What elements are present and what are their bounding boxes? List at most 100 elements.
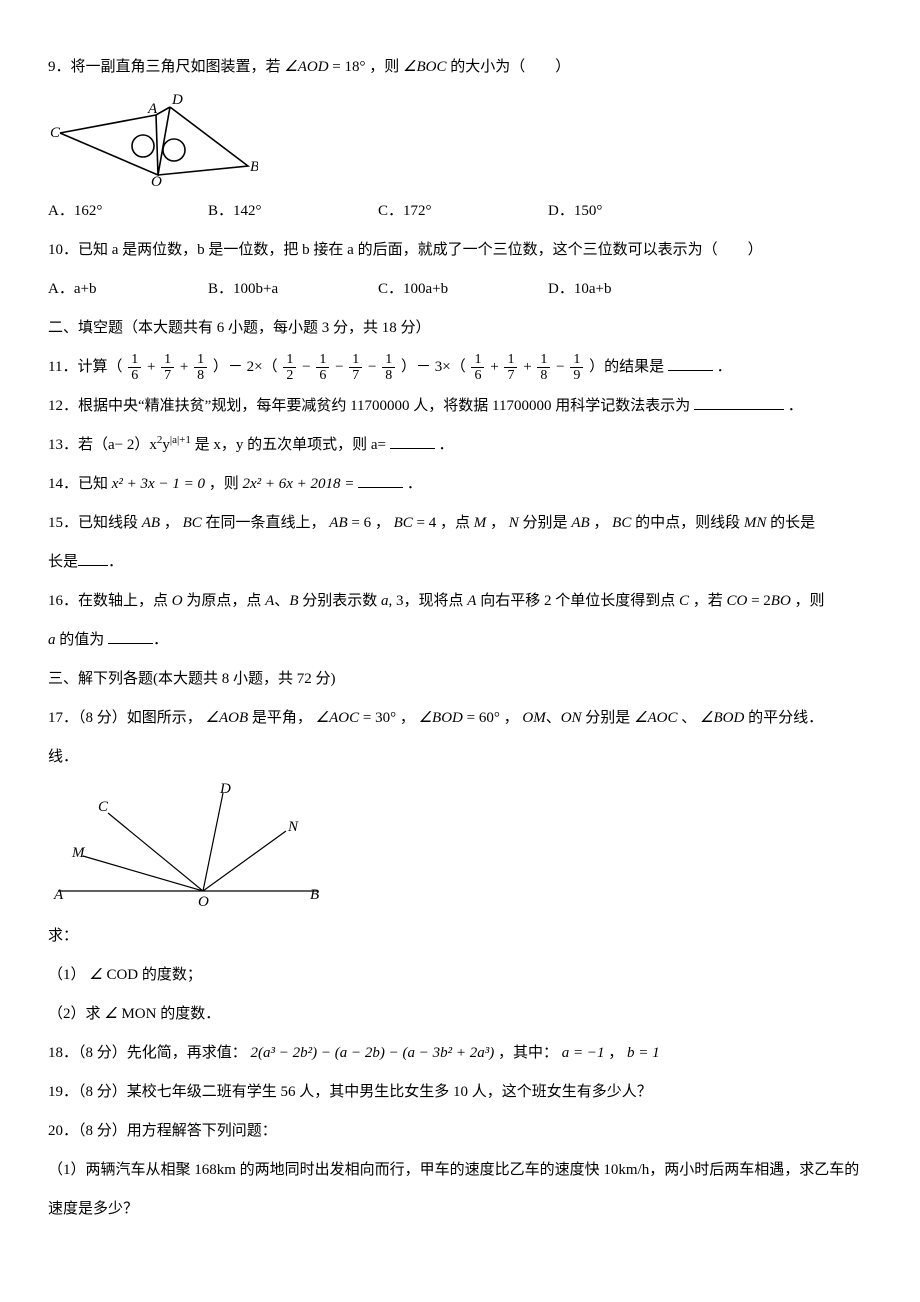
q13-a: 13．若（a− 2）x [48, 437, 157, 453]
q15-BC1: BC [183, 515, 202, 531]
q13-c: y [162, 437, 170, 453]
q17-p2b: MON 的度数． [121, 1006, 220, 1022]
q15-j: 的长是 [770, 515, 815, 531]
q17-p1b: COD 的度数； [106, 967, 201, 983]
q17-label-A: A [53, 887, 64, 903]
q9-text-1: 9．将一副直角三角尺如图装置，若 [48, 59, 281, 75]
q17-cont: 线． [48, 738, 872, 777]
q9-angle2-sym: ∠ [403, 59, 416, 75]
q11-f1-1: 17 [159, 352, 176, 384]
q11-pre: 11．计算（ [48, 359, 122, 375]
q15-M: M [474, 515, 487, 531]
q17-BOD: BOD [432, 710, 463, 726]
q15-blank [78, 550, 108, 566]
q16-O: O [172, 593, 183, 609]
q17-ang3: ∠ [419, 710, 432, 726]
q15-f: ， [490, 515, 505, 531]
q15-MN: MN [744, 515, 767, 531]
q9-label-O: O [151, 174, 162, 186]
q16-line2b: 的值为 [56, 632, 105, 648]
q11-dot: ． [717, 359, 732, 375]
q17-ang7: ∠ [104, 1006, 117, 1022]
q15-cont: 长是． [48, 543, 872, 582]
q11-op3-1: + [523, 359, 531, 375]
q9-text-2: ，则 [369, 59, 399, 75]
q11-mid2: ）－ 3×（ [401, 359, 466, 375]
q9-label-B: B [250, 159, 258, 175]
q9-angle1-name: AOD [298, 59, 329, 75]
q9-optD: D．150° [548, 192, 708, 231]
q10-optD: D．10a+b [548, 270, 708, 309]
q16-c: 、 [274, 593, 289, 609]
q11-f2-2: 17 [347, 352, 364, 384]
q17-AOB: AOB [219, 710, 248, 726]
q9-angle2-name: BOC [416, 59, 446, 75]
q14-b: ，则 [209, 476, 239, 492]
q13-dot: ． [439, 437, 454, 453]
q10-optA: A．a+b [48, 270, 208, 309]
q15-h: ， [593, 515, 608, 531]
q11-f3-3: 19 [568, 352, 585, 384]
q10-options: A．a+b B．100b+a C．100a+b D．10a+b [48, 270, 872, 309]
q9-figure: C A D O B [48, 91, 872, 186]
q11-f3-2: 18 [535, 352, 552, 384]
q16-dot: ． [153, 632, 168, 648]
q18-b: ，其中： [498, 1045, 558, 1061]
q20-head: 20．（8 分）用方程解答下列问题： [48, 1112, 872, 1151]
q10-optC: C．100a+b [378, 270, 548, 309]
q15-AB3: AB [571, 515, 589, 531]
q16-eq: = 2 [747, 593, 770, 609]
q11-f2-1: 16 [314, 352, 331, 384]
section2-heading: 二、填空题（本大题共有 6 小题，每小题 3 分，共 18 分） [48, 309, 872, 348]
q11-op3-2: − [556, 359, 564, 375]
q15-N: N [509, 515, 519, 531]
q15-BC3: BC [612, 515, 631, 531]
q15-dot: ． [108, 554, 123, 570]
q18-c: ， [608, 1045, 623, 1061]
q11-op2-0: − [302, 359, 310, 375]
q17-ang4: ∠ [634, 710, 647, 726]
q18-a: 18．（8 分）先化简，再求值： [48, 1045, 247, 1061]
q9-label-D: D [171, 92, 183, 108]
q16-A: A [265, 593, 274, 609]
q11-op1-0: + [147, 359, 155, 375]
q9-optA: A．162° [48, 192, 208, 231]
q13-blank [390, 433, 435, 449]
q12-dot: ． [788, 398, 803, 414]
q17-c: ， [400, 710, 415, 726]
q16-d: 分别表示数 [302, 593, 381, 609]
q16-blank [108, 628, 153, 644]
q17-ang6: ∠ [89, 967, 102, 983]
q17-f: 分别是 [585, 710, 630, 726]
q17-label-N: N [287, 819, 299, 835]
q17-ang5: ∠ [700, 710, 713, 726]
q17-label-O: O [198, 894, 209, 910]
q16-CO: CO [726, 593, 747, 609]
q14-expr1: x² + 3x − 1 = 0 [112, 476, 205, 492]
q11-f2-3: 18 [380, 352, 397, 384]
q12-stem: 12．根据中央“精准扶贫”规划，每年要减贫约 11700000 人，将数据 11… [48, 387, 872, 426]
q17-label-M: M [71, 845, 86, 861]
q16-cont: a 的值为 ． [48, 621, 872, 660]
q17-part2: （2）求 ∠ MON 的度数． [48, 995, 872, 1034]
q11-post: ）的结果是 [589, 359, 664, 375]
q16-BO: BO [771, 593, 791, 609]
q9-text-3: 的大小为（ ） [450, 59, 570, 75]
q17-e: 、 [546, 710, 561, 726]
q9-options: A．162° B．142° C．172° D．150° [48, 192, 872, 231]
q17-label-D: D [219, 781, 231, 797]
q17-ang2: ∠ [316, 710, 329, 726]
q17-b: 是平角， [252, 710, 312, 726]
q10-optB: B．100b+a [208, 270, 378, 309]
q17-part1: （1） ∠ COD 的度数； [48, 956, 872, 995]
q15-AB2: AB [329, 515, 347, 531]
q9-label-A: A [147, 101, 158, 117]
q15-d: ， [375, 515, 390, 531]
q17-AOC2: AOC [648, 710, 678, 726]
q18-expr: 2(a³ − 2b²) − (a − 2b) − (a − 3b² + 2a³) [251, 1045, 495, 1061]
q17-eq1: = 30° [359, 710, 396, 726]
q9-label-C: C [50, 125, 61, 141]
q17-stem: 17．（8 分）如图所示， ∠AOB 是平角， ∠AOC = 30° ， ∠BO… [48, 699, 872, 738]
q11-stem: 11．计算（ 16 + 17 + 18 ）－ 2×（ 12 − 16 − 17 … [48, 348, 872, 387]
q11-op3-0: + [490, 359, 498, 375]
